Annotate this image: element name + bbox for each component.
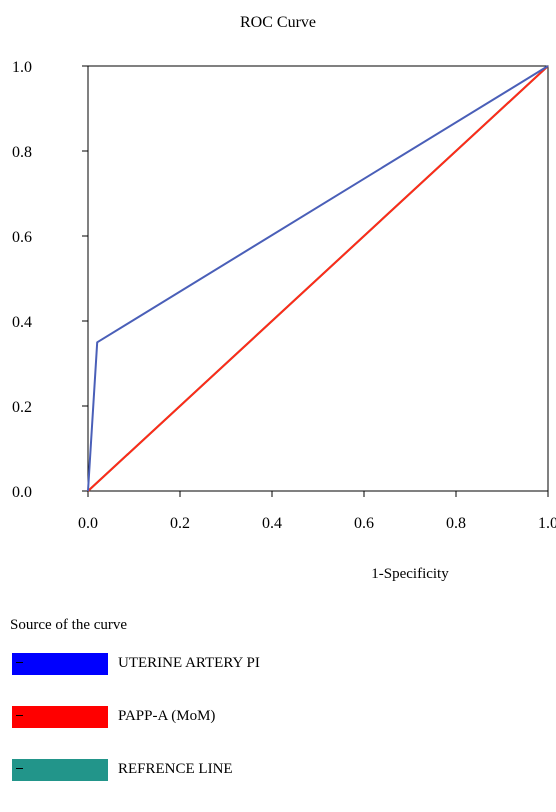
legend-item-papp-a: PAPP-A (MoM) [10,706,550,730]
series-line-uterine-artery-pi [87,65,549,492]
x-tick-label: 0.4 [262,515,282,532]
x-tick-label: 0.8 [446,515,466,532]
legend-swatch-reference-line [12,759,108,781]
axes: 0.0 0.2 0.4 0.6 0.8 1.0 0.0 0.2 0.4 0.6 0.8 1.0 [12,59,556,532]
y-tick-label: 0.2 [12,399,32,416]
legend-item-uterine-artery-pi: UTERINE ARTERY PI [10,653,550,677]
y-tick-label: 0.8 [12,144,32,161]
legend: Source of the curve UTERINE ARTERY PI PA… [10,617,550,812]
x-tick-label: 0.2 [170,515,190,532]
legend-label: UTERINE ARTERY PI [118,655,260,671]
legend-swatch-papp-a [12,706,108,728]
series-lines [87,65,549,492]
legend-label: REFRENCE LINE [118,761,233,777]
y-tick-label: 0.4 [12,314,32,331]
legend-item-reference-line: REFRENCE LINE [10,759,550,783]
x-tick-label: 0.0 [78,515,98,532]
legend-swatch-uterine-artery-pi [12,653,108,675]
x-tick-label: 1.0 [538,515,556,532]
series-line-papp-a-mom [87,65,549,492]
chart-title: ROC Curve [240,14,316,31]
y-tick-label: 0.0 [12,484,32,501]
x-axis-label: 1-Specificity [371,566,449,582]
y-tick-label: 0.6 [12,229,32,246]
x-tick-label: 0.6 [354,515,374,532]
plot-frame [87,65,549,492]
legend-label: PAPP-A (MoM) [118,708,216,724]
legend-title: Source of the curve [10,617,128,633]
y-tick-label: 1.0 [12,59,32,76]
roc-chart: 0.0 0.2 0.4 0.6 0.8 1.0 0.0 0.2 0.4 0.6 0.8 1.0 [12,59,556,532]
